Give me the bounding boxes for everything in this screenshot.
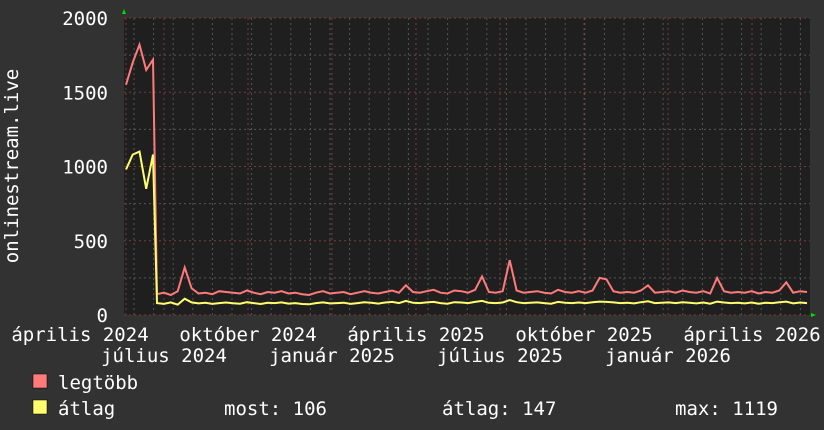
x-tick-label: október 2024 <box>179 324 316 346</box>
stat-avg: átlag: 147 <box>442 398 556 420</box>
x-tick-label: április 2024 <box>11 324 148 346</box>
x-tick-label: április 2025 <box>347 324 484 346</box>
legend-label-max: legtöbb <box>58 372 138 394</box>
series-line-avg <box>125 150 808 306</box>
y-tick-label: 2000 <box>62 8 108 30</box>
legend-swatch-max <box>32 373 48 389</box>
x-tick-label: április 2026 <box>683 324 820 346</box>
x-tick-label: július 2024 <box>101 345 227 367</box>
series-line-max <box>125 41 808 297</box>
y-tick-label: 1500 <box>62 82 108 104</box>
x-tick-label: október 2025 <box>515 324 652 346</box>
y-tick-label: 500 <box>74 231 108 253</box>
y-axis-label: onlinestream.live <box>1 69 23 263</box>
y-tick-label: 1000 <box>62 157 108 179</box>
stat-max: max: 1119 <box>675 398 778 420</box>
y-axis-arrow-icon <box>122 9 126 14</box>
x-tick-label: január 2025 <box>269 345 395 367</box>
grid <box>124 17 810 316</box>
y-tick-labels: 0 500 1000 1500 2000 <box>62 8 108 327</box>
plot-background <box>124 18 810 315</box>
legend-swatch-avg <box>32 399 48 415</box>
x-tick-label: január 2026 <box>605 345 731 367</box>
x-tick-label: július 2025 <box>437 345 563 367</box>
stat-now: most: 106 <box>224 398 327 420</box>
series-lines <box>125 41 808 306</box>
x-axis-arrow-icon <box>811 313 816 317</box>
legend-label-avg: átlag <box>58 398 115 420</box>
y-tick-label: 0 <box>97 305 108 327</box>
